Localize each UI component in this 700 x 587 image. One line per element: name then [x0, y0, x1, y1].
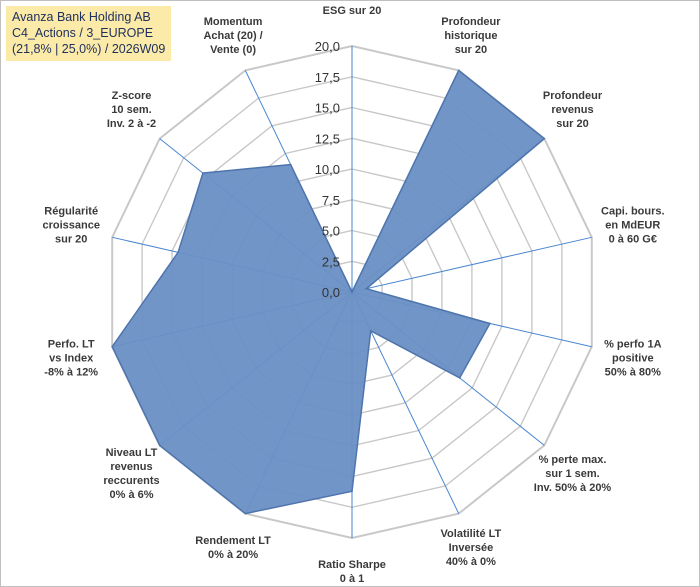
- axis-label-line: Note: [340, 0, 364, 3]
- axis-label-line: historique: [444, 30, 497, 42]
- data-point: [158, 444, 161, 447]
- axis-label-line: % perfo 1A: [604, 338, 662, 350]
- axis-label-line: 0% à 6%: [109, 489, 153, 501]
- axis-label-line: sur 20: [556, 118, 588, 130]
- axis-label-line: Vente (0): [210, 44, 256, 56]
- axis-line: [351, 236, 592, 293]
- axis-label-line: Inv. 2 à -2: [107, 118, 156, 130]
- axis-label-line: Profondeur: [441, 16, 501, 28]
- data-point: [457, 69, 460, 72]
- axis-label-line: revenus: [551, 104, 593, 116]
- axis-label-line: Perfo. LT: [48, 338, 95, 350]
- company-name: Avanza Bank Holding AB: [12, 10, 151, 24]
- axis-label-line: 10 sem.: [111, 104, 151, 116]
- axis-label-line: Profondeur: [543, 90, 603, 102]
- axis-label-line: 0 à 1: [340, 573, 364, 585]
- tick-label: 5,0: [322, 224, 340, 239]
- axis-label-10: Perfo. LT vs Index -8% à 12%: [44, 338, 98, 378]
- axis-label-line: croissance: [42, 220, 99, 232]
- radar-tick-labels: 0,0 2,5 5,0 7,5 10,0 12,5 15,0 17,5 20,0: [315, 39, 340, 300]
- tick-label: 10,0: [315, 162, 340, 177]
- axis-label-line: -8% à 12%: [44, 366, 98, 378]
- score-summary: (21,8% | 25,0%) / 2026W09: [12, 42, 166, 56]
- axis-label-line: reccurents: [103, 475, 159, 487]
- info-box: Avanza Bank Holding AB C4_Actions / 3_EU…: [6, 6, 172, 61]
- axis-label-line: vs Index: [49, 352, 94, 364]
- axis-label-line: positive: [612, 352, 654, 364]
- axis-label-9: Niveau LT revenus reccurents 0% à 6%: [103, 447, 159, 501]
- axis-label-7: Ratio Sharpe 0 à 1: [318, 559, 386, 585]
- axis-label-line: Capi. bours.: [601, 206, 665, 218]
- axis-label-line: Régularité: [44, 206, 98, 218]
- data-point: [289, 163, 292, 166]
- axis-label-0: Note ESG sur 20: [323, 0, 382, 17]
- tick-label: 20,0: [315, 39, 340, 54]
- tick-label: 2,5: [322, 254, 340, 269]
- axis-label-5: % perte max. sur 1 sem. Inv. 50% à 20%: [534, 454, 612, 494]
- axis-label-1: Profondeur historique sur 20: [441, 16, 501, 56]
- axis-label-line: % perte max.: [539, 454, 607, 466]
- axis-label-11: Régularité croissance sur 20: [42, 206, 99, 246]
- axis-label-8: Rendement LT 0% à 20%: [195, 535, 271, 561]
- data-point: [543, 137, 546, 140]
- axis-label-line: Ratio Sharpe: [318, 559, 386, 571]
- axis-label-6: Volatilité LT Inversée 40% à 0%: [441, 528, 502, 568]
- axis-label-line: ESG sur 20: [323, 5, 382, 17]
- category-path: C4_Actions / 3_EUROPE: [12, 26, 154, 40]
- axis-label-line: sur 20: [55, 234, 87, 246]
- axis-label-line: Niveau LT: [106, 447, 158, 459]
- axis-label-4: % perfo 1A positive 50% à 80%: [604, 338, 662, 378]
- radar-series: [111, 69, 546, 515]
- data-point: [351, 291, 353, 293]
- axis-label-line: sur 20: [455, 44, 487, 56]
- axis-label-line: Inv. 50% à 20%: [534, 482, 612, 494]
- data-point: [369, 330, 372, 332]
- axis-label-line: Z-score: [112, 90, 152, 102]
- tick-label: 0,0: [322, 285, 340, 300]
- axis-label-line: 50% à 80%: [605, 366, 661, 378]
- tick-label: 12,5: [315, 131, 340, 146]
- axis-label-line: Achat (20) /: [203, 30, 262, 42]
- axis-label-2: Profondeur revenus sur 20: [543, 90, 603, 130]
- axis-label-line: Momentum: [204, 16, 263, 28]
- axis-label-12: Z-score 10 sem. Inv. 2 à -2: [107, 90, 156, 130]
- axis-label-line: Rendement LT: [195, 535, 271, 547]
- tick-label: 15,0: [315, 101, 340, 116]
- tick-label: 17,5: [315, 70, 340, 85]
- data-point: [489, 322, 491, 325]
- axis-label-13: Momentum Achat (20) / Vente (0): [203, 16, 262, 56]
- axis-label-3: Capi. bours. en MdEUR 0 à 60 G€: [601, 206, 665, 246]
- axis-label-line: en MdEUR: [605, 220, 660, 232]
- axis-label-line: Inversée: [449, 542, 494, 554]
- axis-label-line: 0 à 60 G€: [609, 234, 657, 246]
- axis-label-line: 40% à 0%: [446, 556, 496, 568]
- radar-axis-labels: Note ESG sur 20 Profondeur historique sur 20…: [42, 0, 664, 585]
- axis-label-line: revenus: [110, 461, 152, 473]
- data-point: [458, 377, 461, 379]
- data-point: [244, 512, 247, 515]
- data-point: [177, 251, 179, 254]
- axis-label-line: sur 1 sem.: [545, 468, 599, 480]
- data-point: [365, 287, 368, 290]
- data-point: [351, 490, 353, 493]
- axis-label-line: Volatilité LT: [441, 528, 502, 540]
- axis-label-line: 0% à 20%: [208, 549, 258, 561]
- data-point: [111, 345, 113, 348]
- tick-label: 7,5: [322, 193, 340, 208]
- data-point: [202, 172, 204, 174]
